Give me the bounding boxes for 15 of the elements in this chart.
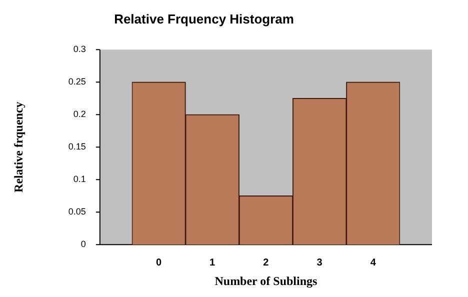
y-tick-label: 0.1 bbox=[73, 174, 86, 184]
y-tick-label: 0.05 bbox=[68, 206, 86, 217]
y-tick-label: 0.15 bbox=[68, 142, 86, 152]
x-tick-label: 4 bbox=[370, 257, 376, 268]
chart-title: Relative Frquency Histogram bbox=[114, 11, 294, 26]
y-tick-label: 0.2 bbox=[73, 109, 86, 120]
x-tick-label: 0 bbox=[156, 257, 162, 268]
x-tick-label: 1 bbox=[210, 257, 216, 268]
x-tick-label: 3 bbox=[316, 257, 323, 268]
y-axis-title: Relative frquency bbox=[11, 102, 26, 192]
x-axis-title: Number of Sublings bbox=[214, 274, 318, 288]
y-tick-label: 0.25 bbox=[68, 76, 86, 87]
y-tick-label: 0.3 bbox=[73, 44, 86, 54]
x-tick-label: 2 bbox=[263, 257, 270, 268]
y-tick-label: 0 bbox=[80, 239, 86, 250]
